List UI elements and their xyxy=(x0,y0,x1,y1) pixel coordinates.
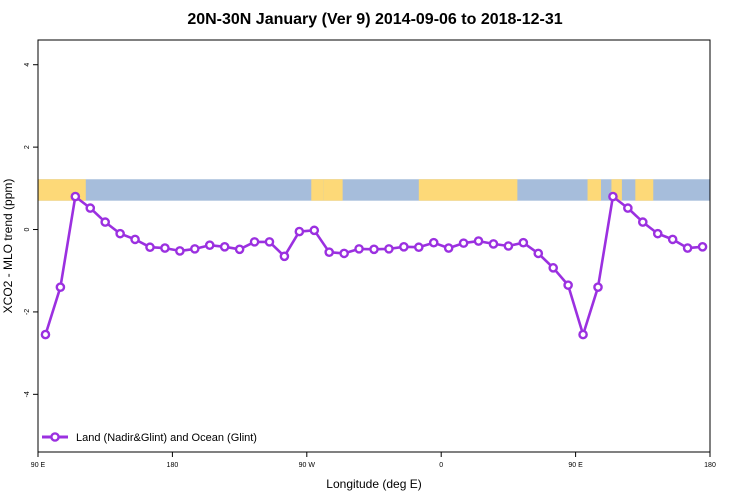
legend: Land (Nadir&Glint) and Ocean (Glint) xyxy=(42,432,257,444)
y-tick-label: 0 xyxy=(24,227,31,231)
y-tick-label: -2 xyxy=(24,309,31,315)
data-point xyxy=(354,244,364,254)
data-point xyxy=(608,191,618,202)
data-point xyxy=(399,242,409,252)
data-point xyxy=(623,203,633,213)
data-point xyxy=(40,329,51,340)
data-point xyxy=(100,217,110,227)
y-tick-label: -4 xyxy=(24,391,31,397)
data-point xyxy=(115,228,125,239)
data-point xyxy=(189,244,200,254)
data-point xyxy=(697,242,708,252)
data-point xyxy=(339,248,349,259)
data-point xyxy=(175,246,185,256)
y-tick-label: 4 xyxy=(24,63,31,67)
land-strip-segment xyxy=(611,179,622,201)
data-point xyxy=(130,234,140,245)
land-strip-segment xyxy=(587,179,601,201)
data-point xyxy=(548,263,559,273)
y-tick-label: 2 xyxy=(24,145,31,149)
data-point xyxy=(384,244,394,254)
land-strip-segment xyxy=(418,179,518,201)
series-line xyxy=(44,195,703,336)
data-point xyxy=(503,241,514,251)
data-point xyxy=(309,225,320,236)
data-point xyxy=(578,329,588,340)
data-point xyxy=(145,242,155,253)
x-tick-label: 90 E xyxy=(31,462,46,469)
data-point xyxy=(593,282,603,293)
data-point xyxy=(249,237,260,247)
data-point xyxy=(533,248,544,259)
data-point xyxy=(294,226,305,237)
ocean-strip xyxy=(38,179,710,201)
x-tick-label: 180 xyxy=(704,462,716,469)
data-point xyxy=(234,244,245,255)
data-point xyxy=(563,280,573,290)
data-point xyxy=(55,282,66,293)
data-point xyxy=(85,203,96,213)
data-point xyxy=(488,239,499,249)
x-tick-label: 0 xyxy=(439,462,443,469)
data-point xyxy=(682,243,693,253)
plot-area xyxy=(38,179,710,340)
data-point xyxy=(413,242,424,253)
data-point xyxy=(160,243,170,253)
data-point xyxy=(70,191,81,202)
data-point xyxy=(638,217,648,227)
x-axis-label: Longitude (deg E) xyxy=(326,477,421,491)
data-point xyxy=(518,237,529,248)
legend-label: Land (Nadir&Glint) and Ocean (Glint) xyxy=(76,432,257,444)
land-strip-segment xyxy=(635,179,654,201)
data-point xyxy=(443,243,454,253)
data-point xyxy=(279,251,290,262)
y-axis-label: XCO2 - MLO trend (ppm) xyxy=(1,179,15,314)
data-point xyxy=(458,238,469,248)
data-point xyxy=(204,240,215,250)
data-point xyxy=(428,237,439,248)
legend-marker-swatch xyxy=(50,432,60,442)
land-strip-segment xyxy=(311,179,324,201)
x-tick-label: 90 W xyxy=(299,462,316,469)
x-tick-label: 180 xyxy=(167,462,179,469)
data-point xyxy=(473,236,484,246)
axes: 4 2 0 -2 -4 90 E 180 90 W 0 90 E 180 xyxy=(24,63,716,469)
x-tick-label: 90 E xyxy=(568,462,583,469)
data-point xyxy=(369,244,379,255)
data-point xyxy=(324,247,335,257)
land-strip-segment xyxy=(323,179,343,201)
data-point xyxy=(264,237,275,247)
chart-title: 20N-30N January (Ver 9) 2014-09-06 to 20… xyxy=(187,11,562,28)
plot-frame xyxy=(37,39,711,453)
data-point xyxy=(652,228,663,239)
data-point xyxy=(219,242,230,252)
data-point xyxy=(667,234,678,245)
